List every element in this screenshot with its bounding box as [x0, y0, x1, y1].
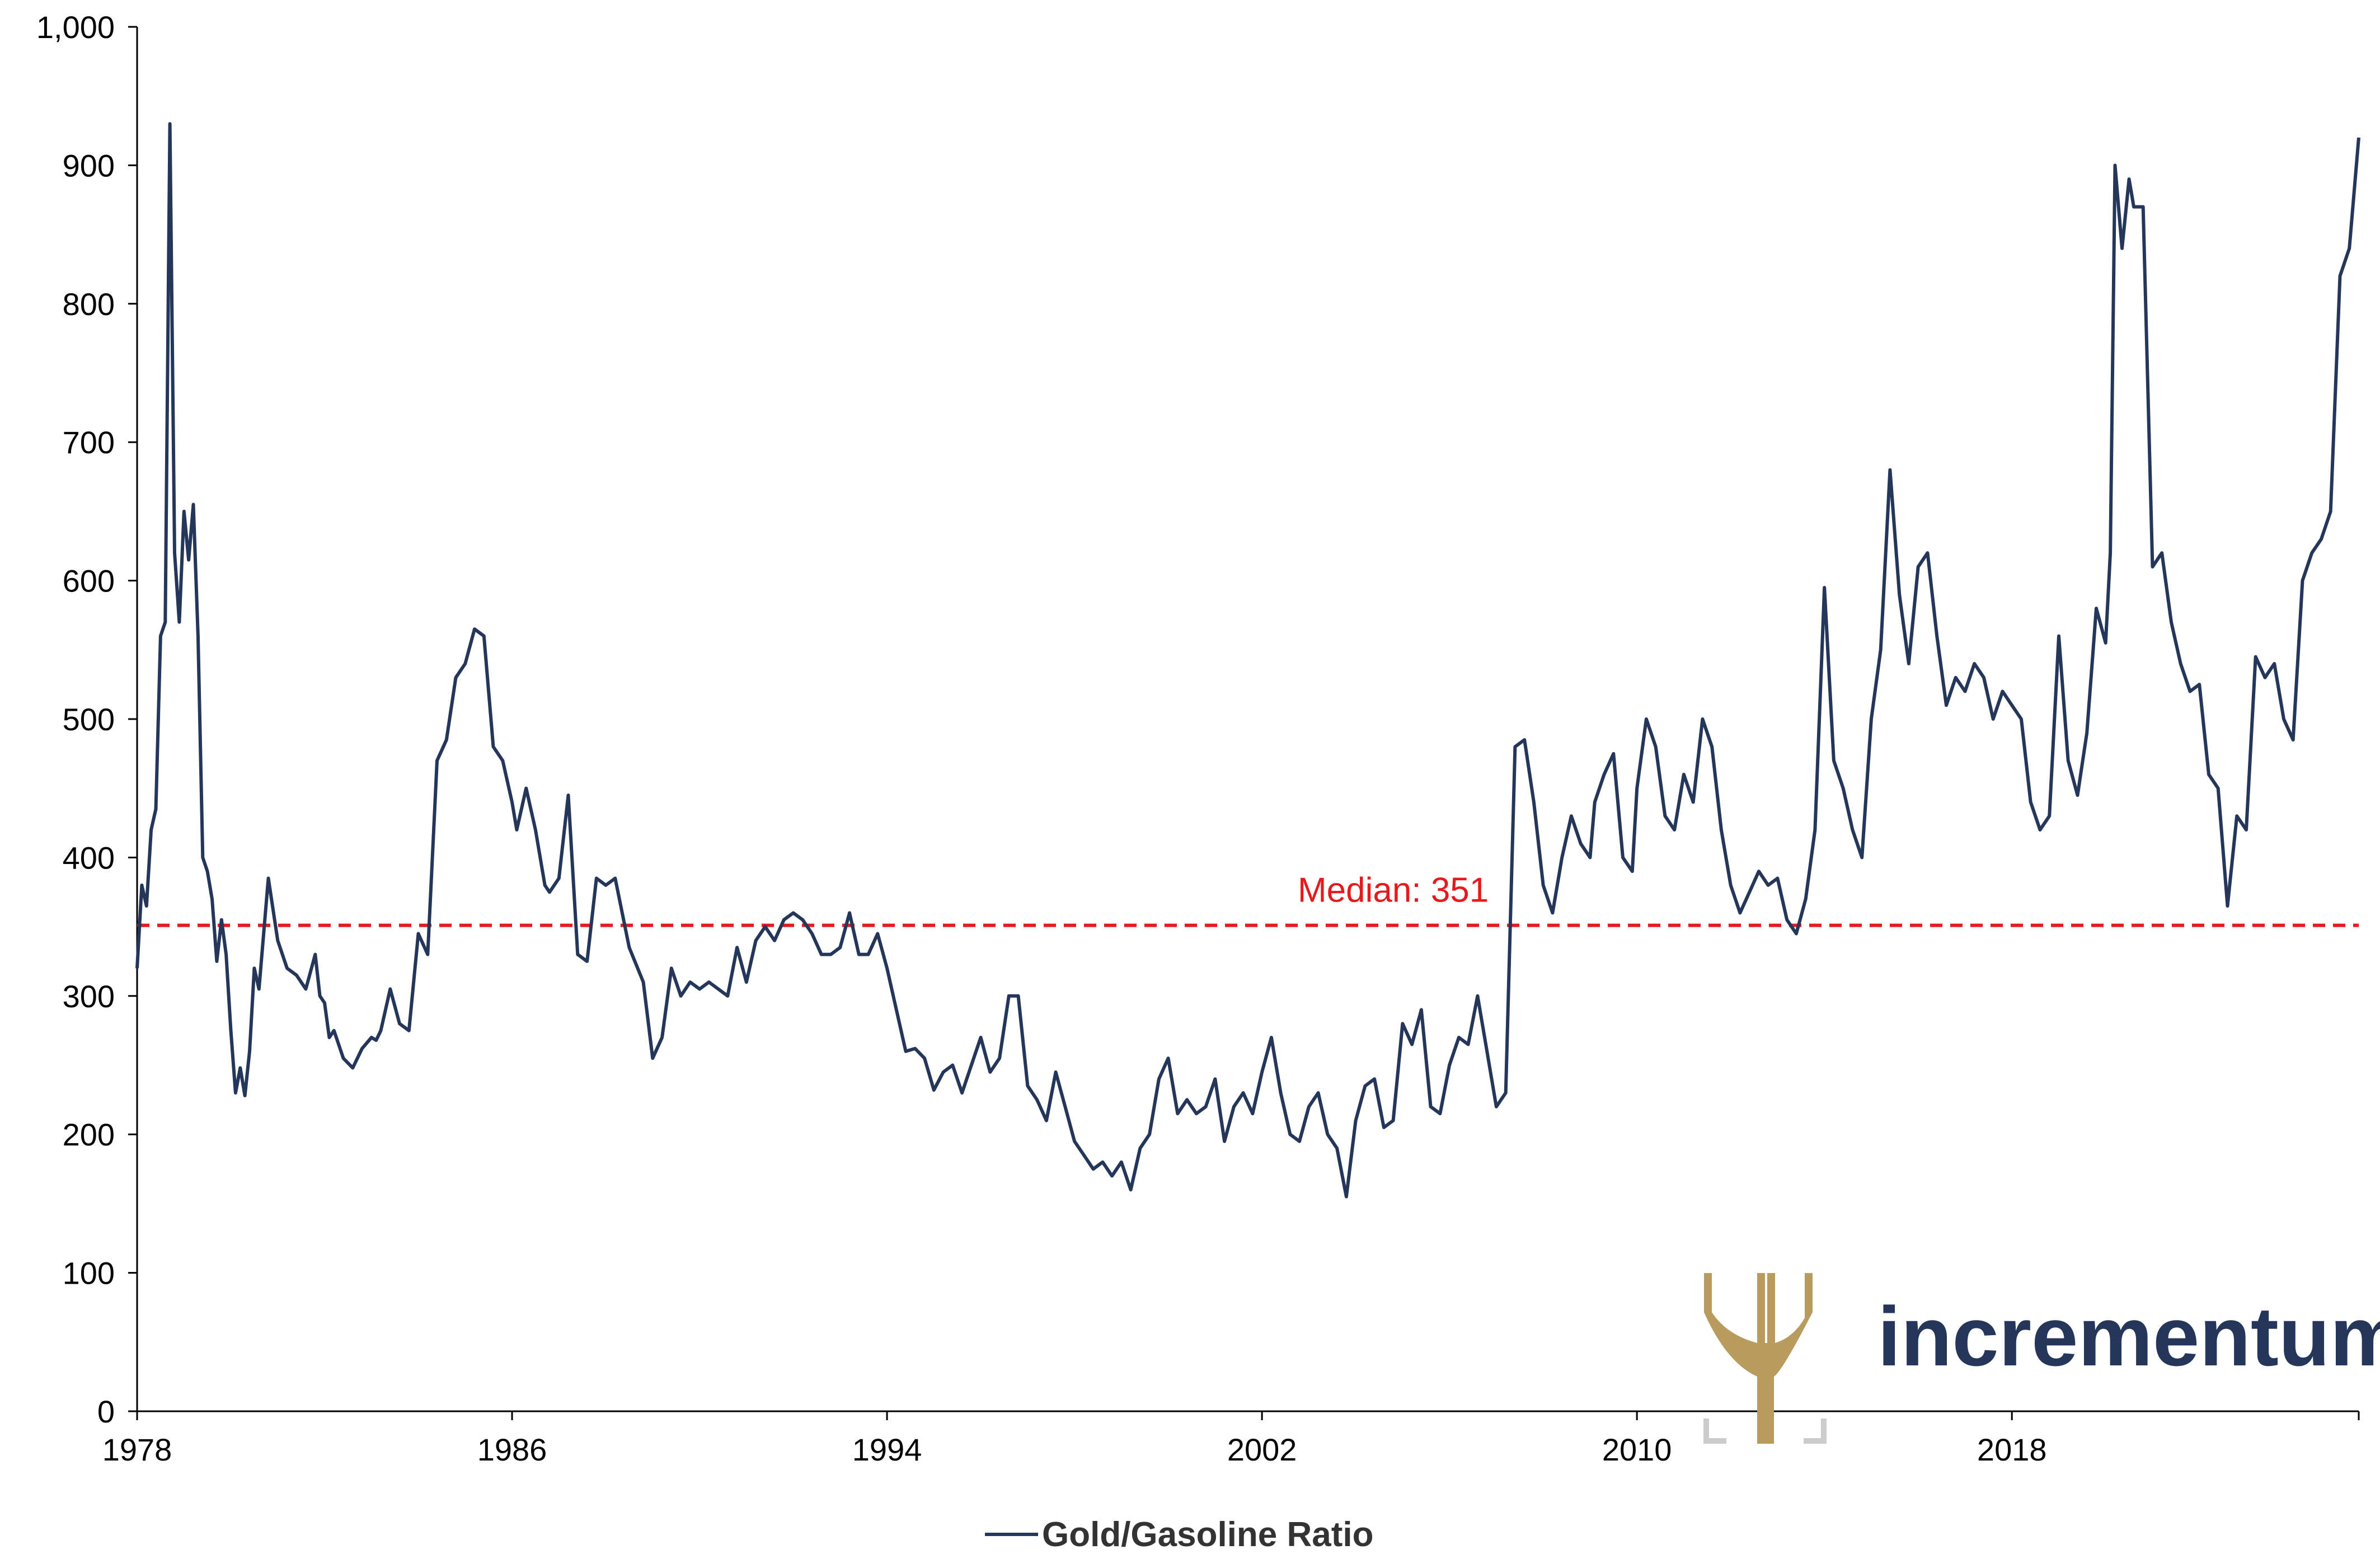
legend-label: Gold/Gasoline Ratio: [1042, 1515, 1374, 1554]
median-label: Median: 351: [1298, 871, 1489, 910]
y-tick-label: 200: [63, 1117, 115, 1152]
bracket-right: [1804, 1419, 1827, 1444]
legend: Gold/Gasoline Ratio: [985, 1515, 1374, 1554]
y-tick-label: 100: [63, 1256, 115, 1291]
x-axis: 1978 1986 1994 2002 2010 2018: [102, 1410, 2360, 1467]
y-tick-label: 300: [63, 979, 115, 1014]
x-tick-label: 2010: [1602, 1432, 1672, 1467]
series-line: [135, 122, 2360, 1199]
y-tick-label: 900: [63, 148, 115, 183]
x-tick-label: 2018: [1977, 1432, 2047, 1467]
x-tick-label: 2002: [1227, 1432, 1297, 1467]
y-tick-label: 0: [97, 1394, 115, 1429]
bracket-left: [1703, 1419, 1726, 1444]
x-tick-label: 1986: [477, 1432, 547, 1467]
median-group: Median: 351: [137, 871, 2359, 927]
y-tick-label: 700: [63, 425, 115, 460]
tree-canopy: [1704, 1273, 1813, 1396]
x-tick-label: 1978: [102, 1432, 172, 1467]
incrementum-logo: incrementum: [1703, 1273, 2380, 1444]
x-tick-label: 1994: [852, 1432, 922, 1467]
series-group: [135, 122, 2360, 1199]
y-tick-label: 800: [63, 287, 115, 322]
y-axis: 0 100 200 300 400 500 600 700 800 900 1,000: [36, 10, 138, 1429]
tree-icon: [1703, 1273, 1827, 1444]
y-tick-label: 400: [63, 840, 115, 875]
tree-trunk: [1757, 1374, 1774, 1444]
y-tick-label: 600: [63, 564, 115, 599]
y-tick-label: 500: [63, 702, 115, 737]
logo-wordmark: incrementum: [1877, 1289, 2380, 1383]
y-tick-label: 1,000: [36, 10, 115, 45]
